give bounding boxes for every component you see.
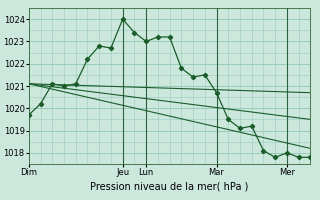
X-axis label: Pression niveau de la mer( hPa ): Pression niveau de la mer( hPa ) [91,181,249,191]
